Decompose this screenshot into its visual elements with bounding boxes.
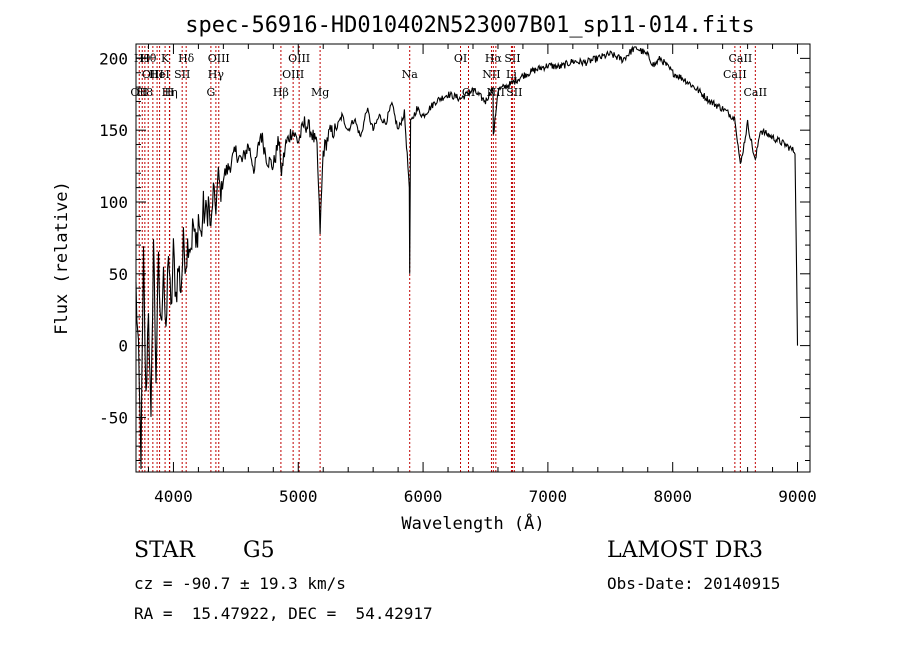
y-tick-label: 0 (118, 337, 128, 356)
line-marker-label: Hβ (273, 86, 289, 99)
redshift-line: cz = -90.7 ± 19.3 km/s (134, 574, 346, 593)
line-marker-label: SII (504, 52, 520, 65)
line-marker-label: Hα (485, 52, 503, 65)
chart-title: spec-56916-HD010402N523007B01_sp11-014.f… (185, 13, 755, 38)
y-axis-label: Flux (relative) (52, 181, 72, 335)
x-tick-label: 7000 (529, 487, 568, 506)
line-marker-label: Na (402, 68, 419, 81)
coordinates: RA = 15.47922, DEC = 54.42917 (134, 604, 433, 623)
flux-series (135, 45, 799, 470)
line-marker-label: CaII (743, 86, 767, 99)
line-marker-label: K (161, 52, 170, 65)
line-marker-label: CaII (723, 68, 747, 81)
y-tick-label: 200 (99, 49, 128, 68)
object-subclass: G5 (243, 538, 275, 563)
line-marker-label: H (165, 86, 175, 99)
object-class: STAR (134, 538, 195, 563)
line-marker-label: Li (506, 68, 517, 81)
survey-name: LAMOST DR3 (607, 538, 763, 563)
line-marker-label: OIII (142, 68, 164, 81)
spectral-line-markers: OIIH9H8HθOIIIHeHeIKHHηSIIHδGHγOIIIHβOIII… (130, 46, 767, 472)
x-tick-label: 9000 (778, 487, 817, 506)
obs-date: Obs-Date: 20140915 (607, 574, 781, 593)
line-marker-label: OII (130, 86, 148, 99)
y-tick-label: 100 (99, 193, 128, 212)
line-marker-label: H8 (137, 86, 154, 99)
line-marker-label: OIII (208, 52, 230, 65)
line-marker-label: He (149, 68, 165, 81)
line-marker-label: CaII (729, 52, 753, 65)
line-marker-label: NII (482, 68, 500, 81)
line-marker-label: Mg (311, 86, 329, 99)
x-tick-label: 5000 (279, 487, 318, 506)
line-marker-label: Hγ (208, 68, 225, 81)
line-marker-label: SII (174, 68, 190, 81)
line-marker-label: OIII (288, 52, 310, 65)
line-marker-label: HeI (149, 68, 169, 81)
y-tick-label: 50 (109, 265, 128, 284)
y-tick-label: -50 (99, 408, 128, 427)
flux-line (135, 45, 799, 470)
line-marker-label: SII (506, 86, 522, 99)
x-tick-label: 8000 (653, 487, 692, 506)
x-axis-label: Wavelength (Å) (401, 512, 544, 534)
line-marker-label: OIII (282, 68, 304, 81)
axis-ticks: 4000 5000 6000 7000 8000 9000 -50 0 50 100 150 200 (99, 44, 817, 506)
plot-frame (135, 43, 811, 473)
x-tick-label: 6000 (404, 487, 443, 506)
x-tick-label: 4000 (154, 487, 193, 506)
line-marker-label: OI (454, 52, 467, 65)
line-marker-label: Hη (162, 86, 178, 99)
y-tick-label: 150 (99, 121, 128, 140)
line-marker-label: G (206, 86, 215, 99)
line-marker-label: Hδ (178, 52, 195, 65)
